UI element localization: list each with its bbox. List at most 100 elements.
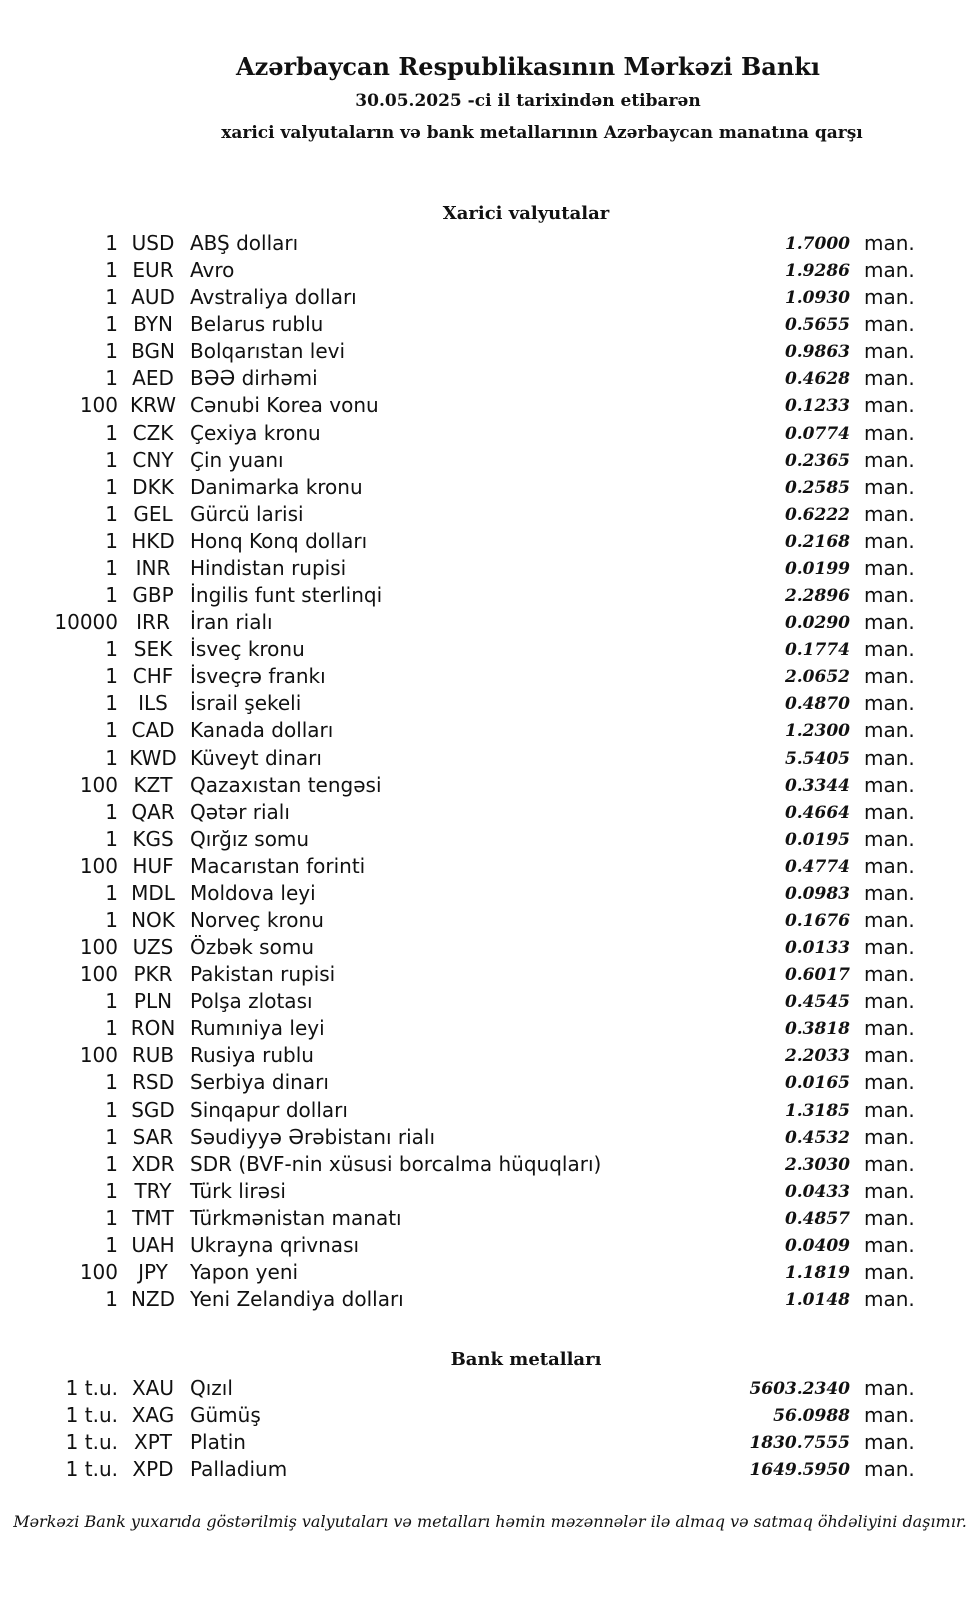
- code-cell: GBP: [132, 583, 174, 608]
- rate-value: 5.5405: [784, 748, 850, 769]
- currency-row: 100 KZT Qazaxıstan tengəsi 0.3344 man.: [0, 773, 980, 800]
- rate-value: 1.7000: [784, 234, 850, 254]
- currency-row: 1 HKD Honq Konq dolları 0.2168 man.: [0, 529, 980, 556]
- amount-cell: 1: [105, 420, 118, 445]
- code-cell: BGN: [131, 339, 175, 364]
- unit-cell: man.: [864, 583, 915, 608]
- name-cell: Qazaxıstan tengəsi: [190, 772, 382, 797]
- currency-row: 1 UAH Ukrayna qrivnası 0.0409 man.: [0, 1233, 980, 1260]
- currency-row: 100 PKR Pakistan rupisi 0.6017 man.: [0, 962, 980, 989]
- code-cell: DKK: [132, 474, 174, 499]
- code-cell: PLN: [133, 989, 173, 1014]
- rate-value: 0.4545: [784, 992, 850, 1013]
- code-cell: PKR: [133, 962, 173, 987]
- currency-row: 1 TRY Türk lirəsi 0.0433 man.: [0, 1179, 980, 1206]
- code-cell: KZT: [133, 772, 173, 797]
- name-cell: Bolqarıstan levi: [190, 339, 346, 364]
- amount-cell: 1: [105, 908, 118, 932]
- rate-value: 2.3030: [784, 1154, 850, 1175]
- currency-row: 100 HUF Macarıstan forinti 0.4774 man.: [0, 854, 980, 881]
- rate-value: 2.2896: [784, 586, 850, 607]
- code-cell: UAH: [131, 1232, 175, 1257]
- name-cell: Çexiya kronu: [190, 420, 321, 445]
- amount-cell: 1: [105, 691, 118, 716]
- amount-cell: 1: [105, 285, 118, 310]
- currency-row: 10000 IRR İran rialı 0.0290 man.: [0, 610, 980, 637]
- currency-row: 1 KGS Qırğız somu 0.0195 man.: [0, 827, 980, 854]
- rate-value: 0.4857: [784, 1208, 850, 1229]
- code-cell: TRY: [134, 1178, 172, 1203]
- amount-cell: 1: [105, 1178, 118, 1203]
- name-cell: Qətər rialı: [190, 799, 290, 824]
- currency-row: 1 SEK İsveç kronu 0.1774 man.: [0, 637, 980, 664]
- amount-cell: 100: [79, 935, 118, 960]
- amount-cell: 1: [105, 745, 118, 770]
- rate-value: 1.2300: [784, 721, 850, 742]
- rate-value: 0.0983: [784, 883, 850, 904]
- unit-cell: man.: [864, 1097, 915, 1122]
- amount-cell: 1: [105, 258, 118, 283]
- name-cell: Özbək somu: [190, 935, 314, 960]
- name-cell: Yeni Zelandiya dolları: [190, 1287, 404, 1312]
- code-cell: SAR: [132, 1124, 174, 1149]
- code-cell: NOK: [131, 908, 175, 932]
- currencies-heading: Xarici valyutalar: [442, 203, 610, 224]
- unit-cell: man.: [864, 231, 915, 255]
- code-cell: GEL: [133, 501, 173, 526]
- amount-cell: 1: [105, 1232, 118, 1257]
- unit-cell: man.: [864, 420, 915, 445]
- code-cell: HUF: [132, 853, 174, 878]
- code-cell: TMT: [132, 1205, 174, 1230]
- amount-cell: 1: [105, 718, 118, 743]
- name-cell: İngilis funt sterlinqi: [190, 583, 383, 608]
- unit-cell: man.: [864, 528, 915, 553]
- rate-value: 0.4532: [784, 1127, 850, 1148]
- metal-row: 1 t.u. XPD Palladium 1649.5950 man.: [0, 1457, 980, 1484]
- disclaimer: Mərkəzi Bank yuxarıda göstərilmiş valyut…: [13, 1512, 967, 1531]
- currency-row: 1 PLN Polşa zlotası 0.4545 man.: [0, 989, 980, 1016]
- amount-cell: 1: [105, 501, 118, 526]
- metal-row: 1 t.u. XPT Platin 1830.7555 man.: [0, 1430, 980, 1457]
- currency-row: 1 CZK Çexiya kronu 0.0774 man.: [0, 421, 980, 448]
- amount-cell: 1 t.u.: [65, 1403, 118, 1427]
- unit-cell: man.: [864, 1287, 915, 1312]
- rate-value: 0.1676: [784, 911, 850, 931]
- unit-cell: man.: [864, 1430, 915, 1454]
- name-cell: Qızıl: [190, 1376, 233, 1400]
- rate-value: 0.0774: [784, 423, 850, 444]
- name-cell: Danimarka kronu: [190, 474, 363, 499]
- unit-cell: man.: [864, 1457, 915, 1481]
- currency-row: 1 QAR Qətər rialı 0.4664 man.: [0, 800, 980, 827]
- code-cell: HKD: [131, 528, 175, 553]
- code-cell: XPD: [132, 1457, 174, 1481]
- name-cell: Gümüş: [190, 1403, 261, 1427]
- name-cell: Qırğız somu: [190, 826, 310, 851]
- code-cell: NZD: [130, 1287, 176, 1312]
- metal-row: 1 t.u. XAG Gümüş 56.0988 man.: [0, 1403, 980, 1430]
- currency-row: 1 CNY Çin yuanı 0.2365 man.: [0, 448, 980, 475]
- name-cell: Küveyt dinarı: [190, 745, 322, 770]
- code-cell: CAD: [131, 718, 175, 743]
- rate-value: 1.0930: [784, 288, 850, 309]
- amount-cell: 1: [105, 1205, 118, 1230]
- metals-heading: Bank metalları: [450, 1349, 602, 1370]
- rate-value: 0.5655: [784, 315, 850, 336]
- unit-cell: man.: [864, 1376, 915, 1400]
- unit-cell: man.: [864, 826, 915, 851]
- code-cell: ILS: [138, 691, 168, 716]
- rate-value: 0.0409: [784, 1235, 850, 1256]
- code-cell: JPY: [138, 1260, 168, 1285]
- rate-value: 0.2365: [784, 450, 850, 471]
- rate-value: 0.1233: [784, 396, 850, 417]
- currency-row: 100 KRW Cənubi Korea vonu 0.1233 man.: [0, 393, 980, 420]
- unit-cell: man.: [864, 1016, 915, 1041]
- code-cell: RON: [130, 1016, 176, 1041]
- code-cell: USD: [131, 231, 175, 255]
- currency-row: 100 RUB Rusiya rublu 2.2033 man.: [0, 1043, 980, 1070]
- rate-value: 0.2168: [784, 531, 850, 552]
- amount-cell: 100: [79, 393, 118, 418]
- rate-value: 0.9863: [784, 342, 850, 363]
- rate-value: 1.9286: [784, 261, 850, 282]
- rate-value: 0.3344: [784, 775, 850, 796]
- currency-row: 1 INR Hindistan rupisi 0.0199 man.: [0, 556, 980, 583]
